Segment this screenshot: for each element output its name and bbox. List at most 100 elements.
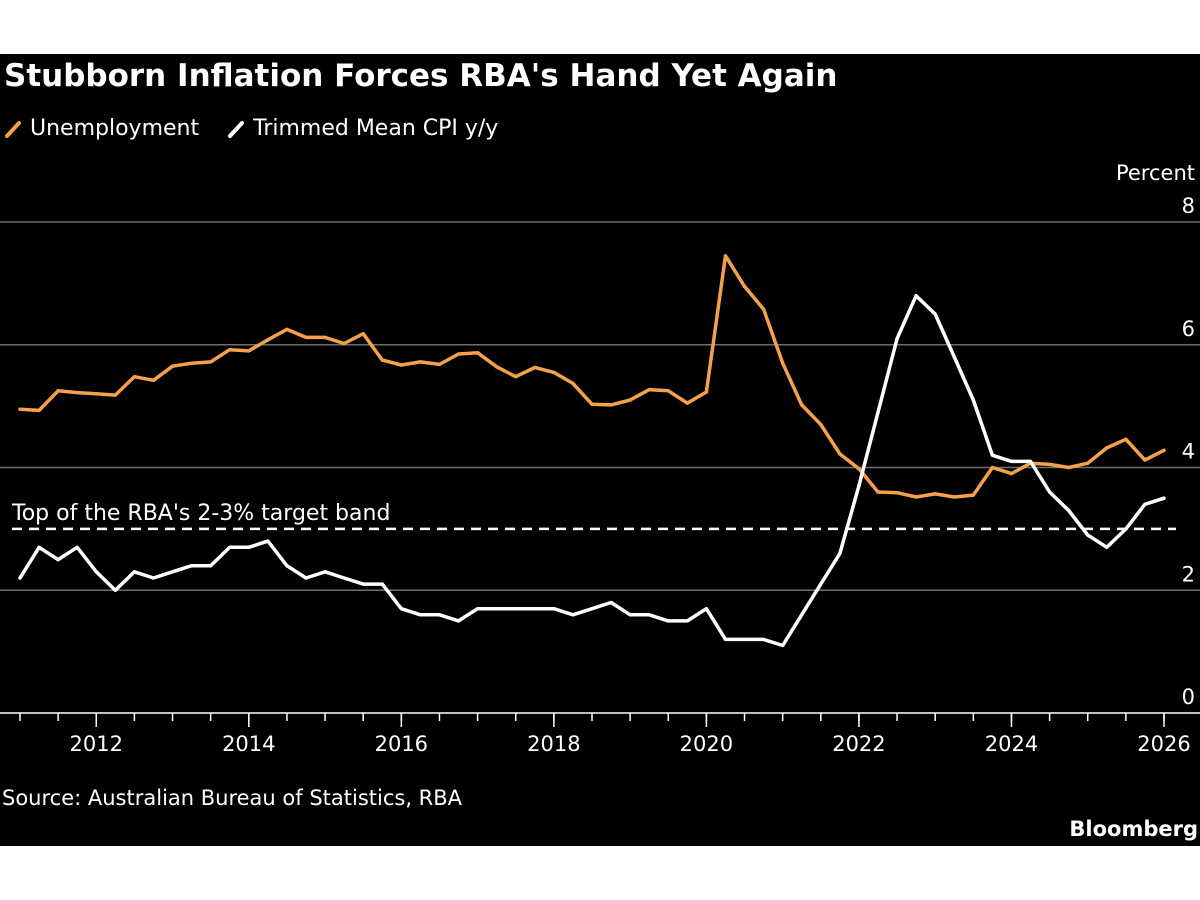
point-cpi [514,607,518,611]
point-cpi [533,607,537,611]
point-unemployment [75,391,79,395]
point-unemployment [37,408,41,413]
x-tick-label: 2026 [1137,732,1190,756]
chart-legend: Unemployment Trimmed Mean CPI y/y [4,116,526,141]
point-unemployment [819,422,823,427]
y-tick-label: 2 [1182,562,1195,586]
point-cpi [895,337,899,341]
point-unemployment [323,335,327,339]
line-chart: Percent 0 2 4 6 8 2012 2014 2016 2018 2020 2022 2024… [0,161,1200,756]
point-unemployment [285,327,289,332]
point-unemployment [552,370,556,374]
point-unemployment [132,375,136,379]
x-tick-label: 2022 [832,732,885,756]
point-cpi [285,564,289,568]
point-cpi [437,613,442,617]
point-unemployment [571,381,575,386]
bloomberg-logo: Bloomberg [1069,817,1198,841]
x-tick-label: 2024 [985,732,1038,756]
point-cpi [990,453,995,457]
point-unemployment [304,335,308,339]
point-unemployment [990,465,995,470]
point-unemployment [609,403,613,407]
point-unemployment [1048,462,1052,467]
point-cpi [113,588,117,592]
y-tick-label: 0 [1182,685,1195,709]
point-unemployment [380,358,384,362]
point-cpi [723,637,728,641]
point-cpi [304,576,308,580]
point-unemployment [647,387,651,392]
point-unemployment [857,467,861,471]
point-unemployment [514,375,518,379]
point-unemployment [151,378,156,382]
point-cpi [247,545,251,549]
point-unemployment [361,332,365,336]
point-cpi [704,607,709,611]
point-unemployment [762,307,766,311]
y-tick-label: 8 [1182,194,1195,218]
point-cpi [209,564,213,568]
point-unemployment [971,493,975,497]
point-cpi [838,551,842,556]
point-cpi [762,637,766,641]
point-unemployment [476,351,480,355]
point-unemployment [113,393,117,397]
point-cpi [876,410,880,414]
point-unemployment [495,365,499,369]
point-unemployment [1009,472,1014,476]
point-unemployment [1162,448,1166,452]
point-cpi [1124,527,1128,531]
point-cpi [647,613,651,617]
point-unemployment [1143,458,1147,462]
point-cpi [399,607,403,611]
point-unemployment [933,492,937,496]
point-unemployment [666,389,670,393]
legend-label-cpi: Trimmed Mean CPI y/y [253,116,499,141]
point-cpi [1048,490,1052,494]
point-cpi [628,613,632,617]
point-cpi [1067,508,1071,513]
point-cpi [781,643,785,648]
point-cpi [914,294,918,298]
point-cpi [590,607,594,611]
legend-label-unemployment: Unemployment [30,116,200,141]
point-cpi [742,637,747,641]
y-tick-label: 6 [1182,317,1195,341]
point-unemployment [247,349,251,353]
point-cpi [666,619,670,623]
point-cpi [342,576,346,580]
point-cpi [1086,533,1090,537]
x-tick-label: 2016 [375,732,428,756]
point-unemployment [266,338,270,342]
legend-swatch-cpi [227,118,245,140]
point-unemployment [876,490,880,494]
legend-swatch-unemployment [4,118,22,140]
point-unemployment [342,341,346,346]
point-cpi [37,545,41,549]
series-line-unemployment [18,254,1166,499]
point-cpi [132,570,136,574]
point-cpi [857,484,861,488]
point-unemployment [418,360,422,364]
point-unemployment [18,407,22,411]
y-tick-label: 4 [1182,440,1195,464]
point-unemployment [56,389,60,393]
point-cpi [571,613,575,617]
x-tick-label: 2018 [527,732,580,756]
point-unemployment [685,401,689,405]
point-unemployment [628,398,632,402]
point-unemployment [1105,446,1109,450]
point-cpi [800,613,804,617]
point-cpi [18,576,22,580]
point-unemployment [399,363,403,367]
legend-item-cpi: Trimmed Mean CPI y/y [227,116,498,141]
chart-title: Stubborn Inflation Forces RBA's Hand Yet… [4,58,838,94]
point-cpi [552,607,556,611]
point-cpi [1009,459,1014,463]
source-note: Source: Australian Bureau of Statistics,… [2,786,463,810]
point-unemployment [456,352,461,356]
point-cpi [323,570,327,574]
legend-item-unemployment: Unemployment [4,116,199,141]
point-cpi [819,582,823,586]
